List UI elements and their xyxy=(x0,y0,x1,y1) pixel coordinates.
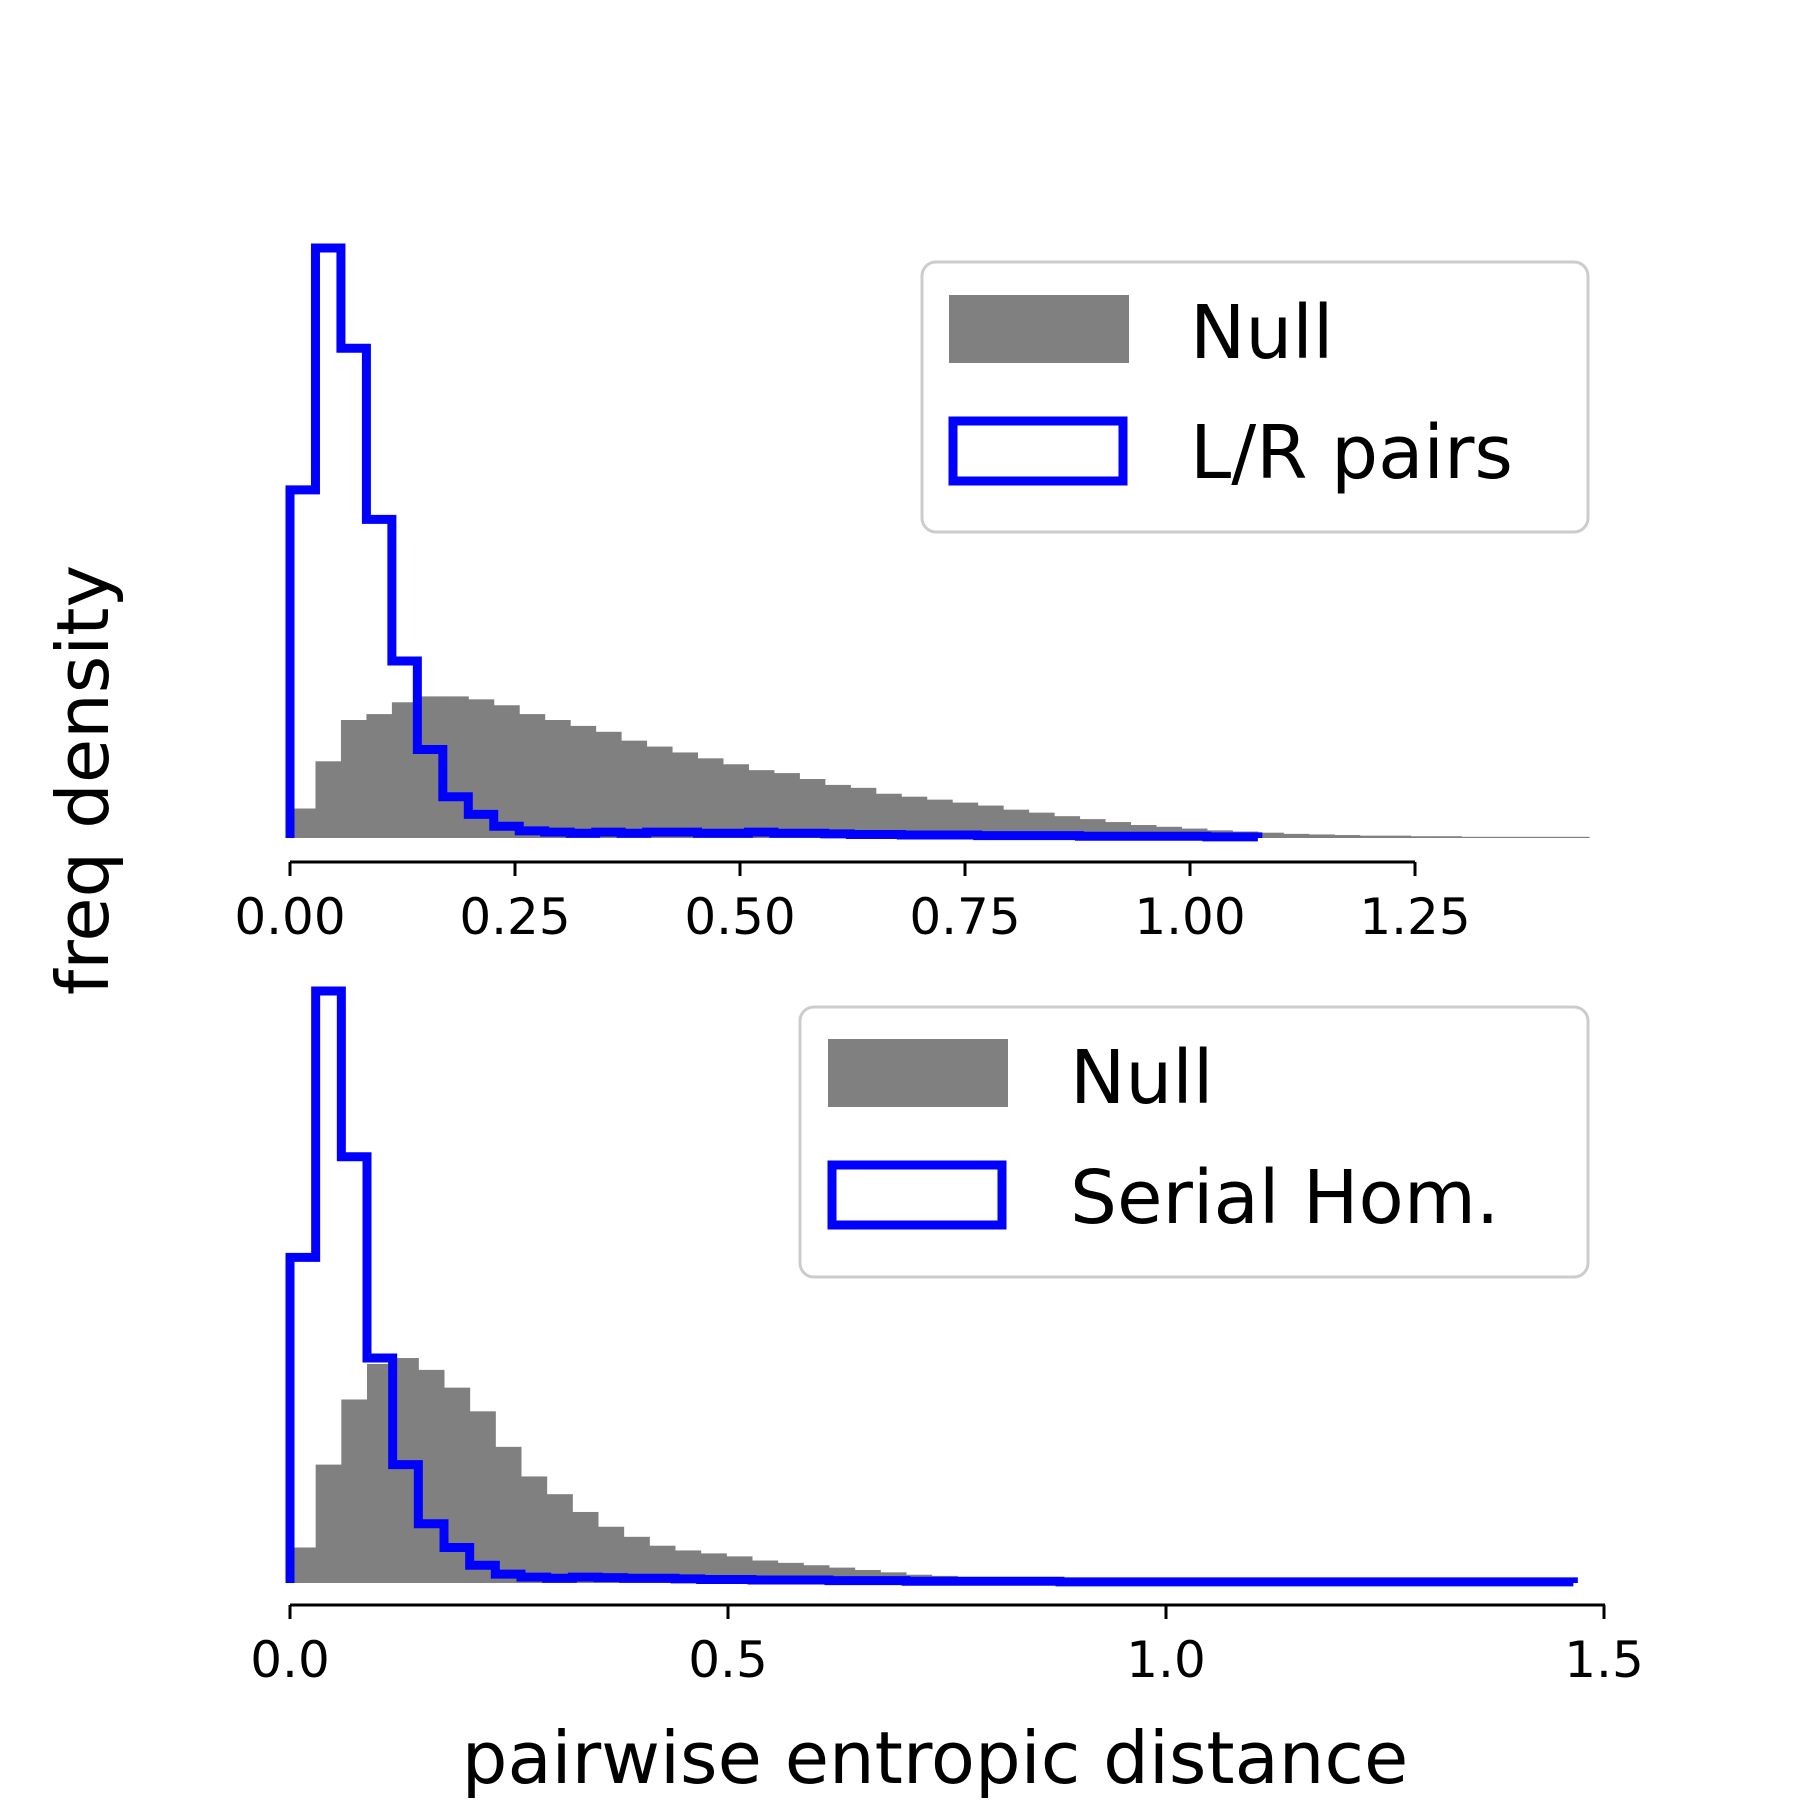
null-bar xyxy=(1410,836,1437,838)
x-tick-label: 1.25 xyxy=(1359,888,1470,946)
legend-null-label: Null xyxy=(1070,1035,1213,1121)
x-tick-label: 0.0 xyxy=(250,1631,330,1689)
null-bar xyxy=(546,1494,573,1583)
x-tick-label: 0.00 xyxy=(234,888,345,946)
legend-pair-swatch xyxy=(827,1160,1007,1230)
null-bar xyxy=(1538,836,1564,838)
null-bar xyxy=(773,773,800,838)
null-bar xyxy=(315,1464,342,1583)
null-bar xyxy=(1436,836,1463,838)
null-bar xyxy=(722,764,749,838)
null-bar xyxy=(1512,836,1539,838)
top-histogram-panel: 0.00 0.25 0.50 0.75 1.00 1.25 Null L/R pairs xyxy=(234,243,1590,946)
legend-pair-label: Serial Hom. xyxy=(1070,1155,1499,1241)
null-bar xyxy=(519,714,546,838)
x-tick-label: 1.0 xyxy=(1126,1631,1206,1689)
null-bar xyxy=(572,1511,599,1583)
null-bar xyxy=(748,770,775,838)
null-bar xyxy=(1359,835,1386,838)
null-bar xyxy=(646,746,673,838)
null-bar xyxy=(570,725,597,838)
y-axis-label: freq density xyxy=(41,565,125,995)
null-bar xyxy=(672,752,699,838)
legend-pair-label: L/R pairs xyxy=(1190,410,1513,496)
null-bar xyxy=(621,740,648,838)
null-bar xyxy=(315,761,342,838)
pair-step-line xyxy=(285,243,1263,842)
x-tick-label: 1.5 xyxy=(1564,1631,1644,1689)
null-bar xyxy=(1563,836,1590,838)
null-bar xyxy=(1461,836,1488,838)
null-bar xyxy=(1308,834,1335,838)
x-tick-label: 1.00 xyxy=(1134,888,1245,946)
x-axis-label: pairwise entropic distance xyxy=(462,1716,1409,1800)
null-bar xyxy=(697,758,724,838)
null-bar xyxy=(1283,833,1310,838)
legend-pair-swatch xyxy=(948,416,1128,486)
bottom-histogram-panel: 0.0 0.5 1.0 1.5 Null Serial Hom. xyxy=(250,986,1644,1689)
legend-null-swatch xyxy=(828,1039,1008,1107)
x-tick-label: 0.5 xyxy=(688,1631,768,1689)
null-bar xyxy=(544,720,571,838)
null-bar xyxy=(1487,836,1514,838)
x-tick-label: 0.75 xyxy=(909,888,1020,946)
null-bar xyxy=(495,1446,522,1583)
null-bar xyxy=(1385,835,1412,838)
null-bar xyxy=(366,714,393,838)
legend-null-swatch xyxy=(949,295,1129,363)
null-bar xyxy=(521,1476,548,1583)
legend-null-label: Null xyxy=(1190,290,1333,376)
x-tick-label: 0.50 xyxy=(684,888,795,946)
x-tick-label: 0.25 xyxy=(459,888,570,946)
null-bar xyxy=(1257,832,1284,838)
null-bar xyxy=(341,1399,368,1583)
null-bar xyxy=(595,731,622,838)
null-bar xyxy=(799,779,826,838)
pair-step-line xyxy=(285,986,1578,1587)
null-bar xyxy=(1334,835,1361,838)
null-bar xyxy=(340,720,367,838)
